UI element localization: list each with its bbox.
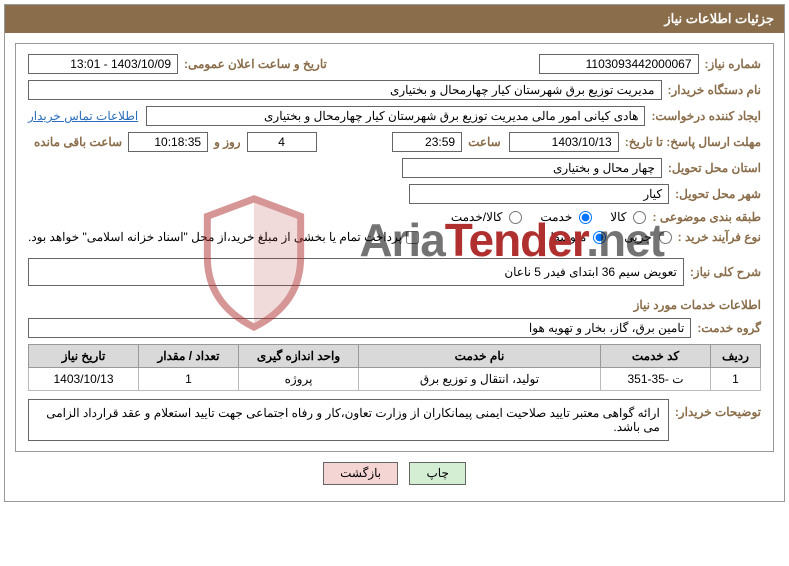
- section-services-info: اطلاعات خدمات مورد نیاز: [28, 298, 761, 312]
- label-process-type: نوع فرآیند خرید :: [678, 230, 761, 244]
- radio-goods-label: کالا: [610, 210, 626, 224]
- label-time: ساعت: [468, 135, 501, 149]
- field-city: کیار: [409, 184, 669, 204]
- field-deadline-time: 23:59: [392, 132, 462, 152]
- field-need-number: 1103093442000067: [539, 54, 699, 74]
- contact-link[interactable]: اطلاعات تماس خریدار: [28, 109, 138, 123]
- label-buyer-notes: توضیحات خریدار:: [675, 405, 761, 419]
- row-deadline: مهلت ارسال پاسخ: تا تاریخ: 1403/10/13 سا…: [28, 132, 761, 152]
- label-time-remaining: ساعت باقی مانده: [34, 135, 122, 149]
- field-buyer-notes: ارائه گواهی معتبر تایید صلاحیت ایمنی پیم…: [28, 399, 669, 441]
- th-row: ردیف: [711, 345, 761, 368]
- th-service-name: نام خدمت: [359, 345, 601, 368]
- row-requester: ایجاد کننده درخواست: هادی کیانی امور مال…: [28, 106, 761, 126]
- th-qty: تعداد / مقدار: [139, 345, 239, 368]
- label-province: استان محل تحویل:: [668, 161, 761, 175]
- row-service-group: گروه خدمت: تامین برق، گاز، بخار و تهویه …: [28, 318, 761, 338]
- radio-partial-input[interactable]: [659, 231, 672, 244]
- radio-goods-service-input[interactable]: [509, 211, 522, 224]
- label-announce-datetime: تاریخ و ساعت اعلان عمومی:: [184, 57, 327, 71]
- radio-partial-label: جزیی: [624, 230, 651, 244]
- radio-goods[interactable]: کالا: [610, 210, 646, 224]
- radio-goods-input[interactable]: [633, 211, 646, 224]
- services-table: ردیف کد خدمت نام خدمت واحد اندازه گیری ت…: [28, 344, 761, 391]
- label-requester: ایجاد کننده درخواست:: [651, 109, 761, 123]
- details-box: شماره نیاز: 1103093442000067 تاریخ و ساع…: [15, 43, 774, 452]
- label-days-and: روز و: [214, 135, 241, 149]
- td-row: 1: [711, 368, 761, 391]
- table-row: 1 ت -35-351 تولید، انتقال و توزیع برق پر…: [29, 368, 761, 391]
- radio-medium-input[interactable]: [593, 231, 606, 244]
- label-city: شهر محل تحویل:: [675, 187, 761, 201]
- radio-medium-label: متوسط: [549, 230, 587, 244]
- td-unit: پروژه: [239, 368, 359, 391]
- table-header-row: ردیف کد خدمت نام خدمت واحد اندازه گیری ت…: [29, 345, 761, 368]
- th-need-date: تاریخ نیاز: [29, 345, 139, 368]
- radio-service[interactable]: خدمت: [540, 210, 592, 224]
- th-unit: واحد اندازه گیری: [239, 345, 359, 368]
- radio-goods-service[interactable]: کالا/خدمت: [451, 210, 522, 224]
- row-need-overview: شرح کلی نیاز: تعویض سیم 36 ابتدای فیدر 5…: [28, 258, 761, 286]
- content-area: AriaTender.net شماره نیاز: 1103093442000…: [5, 33, 784, 501]
- label-service-group: گروه خدمت:: [697, 321, 761, 335]
- row-province: استان محل تحویل: چهار محال و بختیاری: [28, 158, 761, 178]
- row-need-number: شماره نیاز: 1103093442000067 تاریخ و ساع…: [28, 54, 761, 74]
- radio-service-label: خدمت: [540, 210, 572, 224]
- button-row: چاپ بازگشت: [15, 452, 774, 491]
- field-announce-datetime: 1403/10/09 - 13:01: [28, 54, 178, 74]
- treasury-checkbox[interactable]: [406, 231, 419, 244]
- row-process-type: نوع فرآیند خرید : جزیی متوسط پرداخت تمام…: [28, 230, 761, 244]
- field-hours-remaining: 10:18:35: [128, 132, 208, 152]
- row-city: شهر محل تحویل: کیار: [28, 184, 761, 204]
- td-qty: 1: [139, 368, 239, 391]
- td-service-code: ت -35-351: [601, 368, 711, 391]
- field-service-group: تامین برق، گاز، بخار و تهویه هوا: [28, 318, 691, 338]
- label-need-number: شماره نیاز:: [705, 57, 761, 71]
- label-need-overview: شرح کلی نیاز:: [690, 265, 761, 279]
- td-need-date: 1403/10/13: [29, 368, 139, 391]
- radio-partial[interactable]: جزیی: [624, 230, 671, 244]
- label-category: طبقه بندی موضوعی :: [652, 210, 761, 224]
- treasury-checkbox-row: پرداخت تمام یا بخشی از مبلغ خرید،از محل …: [28, 230, 419, 244]
- field-need-overview: تعویض سیم 36 ابتدای فیدر 5 ناعان: [28, 258, 684, 286]
- label-deadline: مهلت ارسال پاسخ: تا تاریخ:: [625, 135, 761, 149]
- label-buyer-org: نام دستگاه خریدار:: [668, 83, 762, 97]
- radio-goods-service-label: کالا/خدمت: [451, 210, 502, 224]
- treasury-note: پرداخت تمام یا بخشی از مبلغ خرید،از محل …: [28, 230, 402, 244]
- print-button[interactable]: چاپ: [409, 462, 465, 485]
- row-category: طبقه بندی موضوعی : کالا خدمت کالا/خدمت: [28, 210, 761, 224]
- field-days-remaining: 4: [247, 132, 317, 152]
- main-container: جزئیات اطلاعات نیاز AriaTender.net شماره…: [4, 4, 785, 502]
- td-service-name: تولید، انتقال و توزیع برق: [359, 368, 601, 391]
- th-service-code: کد خدمت: [601, 345, 711, 368]
- field-deadline-date: 1403/10/13: [509, 132, 619, 152]
- title-bar: جزئیات اطلاعات نیاز: [5, 5, 784, 33]
- row-buyer-org: نام دستگاه خریدار: مدیریت توزیع برق شهرس…: [28, 80, 761, 100]
- radio-medium[interactable]: متوسط: [549, 230, 607, 244]
- field-buyer-org: مدیریت توزیع برق شهرستان کیار چهارمحال و…: [28, 80, 662, 100]
- field-province: چهار محال و بختیاری: [402, 158, 662, 178]
- radio-service-input[interactable]: [579, 211, 592, 224]
- row-buyer-notes: توضیحات خریدار: ارائه گواهی معتبر تایید …: [28, 399, 761, 441]
- field-requester: هادی کیانی امور مالی مدیریت توزیع برق شه…: [146, 106, 645, 126]
- back-button[interactable]: بازگشت: [323, 462, 398, 485]
